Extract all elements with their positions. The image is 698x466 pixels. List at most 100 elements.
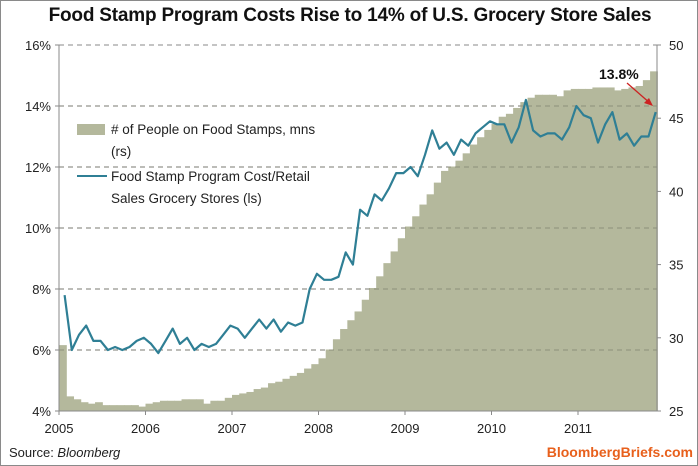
- x-tick-label: 2005: [45, 421, 74, 436]
- right-tick-label: 25: [669, 404, 683, 419]
- bar: [484, 129, 493, 412]
- left-tick-label: 8%: [32, 282, 51, 297]
- bar: [527, 97, 536, 411]
- line-series: [63, 98, 657, 355]
- bar: [563, 90, 572, 411]
- bar: [462, 153, 471, 411]
- axes: [55, 44, 661, 415]
- bar: [152, 402, 161, 411]
- bar: [73, 399, 82, 411]
- bar: [102, 405, 111, 411]
- bar: [66, 396, 75, 411]
- bar: [505, 113, 514, 412]
- bar: [578, 88, 586, 412]
- bar: [311, 364, 320, 411]
- annotation-arrowhead: [644, 98, 653, 106]
- bar: [534, 94, 543, 411]
- right-tick-label: 30: [669, 331, 683, 346]
- bar: [614, 90, 622, 411]
- bar: [210, 400, 219, 411]
- bar: [138, 406, 147, 411]
- legend: # of People on Food Stamps, mns (rs) Foo…: [77, 122, 315, 206]
- bar: [585, 88, 594, 412]
- brand-link[interactable]: BloombergBriefs.com: [546, 444, 693, 460]
- bar: [253, 389, 262, 411]
- right-tick-label: 45: [669, 111, 683, 126]
- bar: [354, 311, 363, 411]
- left-tick-label: 12%: [25, 160, 51, 175]
- bar: [289, 375, 298, 411]
- bar: [491, 124, 500, 411]
- bar: [181, 399, 190, 411]
- bar: [635, 85, 644, 411]
- left-tick-label: 4%: [32, 404, 51, 419]
- bar: [549, 94, 557, 411]
- bar: [59, 345, 67, 411]
- bar: [419, 204, 428, 411]
- legend-line-label-1: Food Stamp Program Cost/Retail: [111, 169, 310, 184]
- left-tick-label: 16%: [25, 38, 51, 53]
- bar: [203, 403, 211, 411]
- bar: [592, 87, 601, 412]
- x-tick-label: 2009: [391, 421, 420, 436]
- bar: [325, 349, 334, 411]
- bar: [642, 80, 651, 412]
- bar: [116, 405, 125, 411]
- x-tick-label: 2010: [477, 421, 506, 436]
- bar: [621, 88, 630, 412]
- bar: [556, 96, 565, 412]
- x-tick-label: 2011: [564, 421, 592, 436]
- bar: [650, 71, 658, 412]
- bar: [159, 400, 168, 411]
- left-axis-tick-labels: 4% 6% 8% 10% 12% 14% 16%: [25, 38, 51, 419]
- bar: [174, 400, 183, 411]
- bar: [224, 397, 233, 411]
- bar: [131, 405, 139, 411]
- bar: [246, 391, 255, 411]
- bar: [426, 194, 435, 411]
- legend-bar-label-1: # of People on Food Stamps, mns: [111, 122, 315, 137]
- bar: [397, 238, 406, 411]
- bar-series: [59, 71, 658, 412]
- bar: [448, 166, 457, 411]
- bar: [109, 405, 118, 411]
- bar: [361, 299, 370, 411]
- bar: [405, 226, 413, 411]
- right-tick-label: 50: [669, 38, 683, 53]
- source-note: Source: Bloomberg: [9, 445, 120, 460]
- legend-bar-swatch: [77, 124, 105, 135]
- right-tick-label: 35: [669, 258, 683, 273]
- bar: [541, 94, 550, 411]
- bar: [188, 399, 197, 411]
- bar: [296, 372, 305, 411]
- bar: [123, 405, 132, 411]
- bar: [195, 399, 204, 411]
- bar: [498, 116, 507, 412]
- right-tick-label: 40: [669, 184, 683, 199]
- annotation-label: 13.8%: [599, 66, 639, 82]
- bar: [145, 403, 154, 411]
- bar: [441, 170, 449, 411]
- bar: [347, 320, 356, 411]
- bar: [606, 87, 615, 412]
- bar: [232, 394, 240, 411]
- bar: [95, 402, 103, 411]
- left-tick-label: 6%: [32, 343, 51, 358]
- bar: [599, 87, 608, 412]
- bar: [628, 87, 637, 412]
- bar: [433, 182, 442, 411]
- x-tick-label: 2008: [304, 421, 333, 436]
- bar: [477, 137, 485, 411]
- bar: [80, 402, 89, 411]
- bar: [513, 107, 521, 412]
- left-tick-label: 10%: [25, 221, 51, 236]
- bar: [217, 400, 226, 411]
- bar: [332, 339, 341, 411]
- source-prefix: Source:: [9, 445, 58, 460]
- legend-line-label-2: Sales Grocery Stores (ls): [111, 191, 262, 206]
- bar: [520, 102, 529, 411]
- bar: [282, 378, 291, 411]
- left-tick-label: 14%: [25, 99, 51, 114]
